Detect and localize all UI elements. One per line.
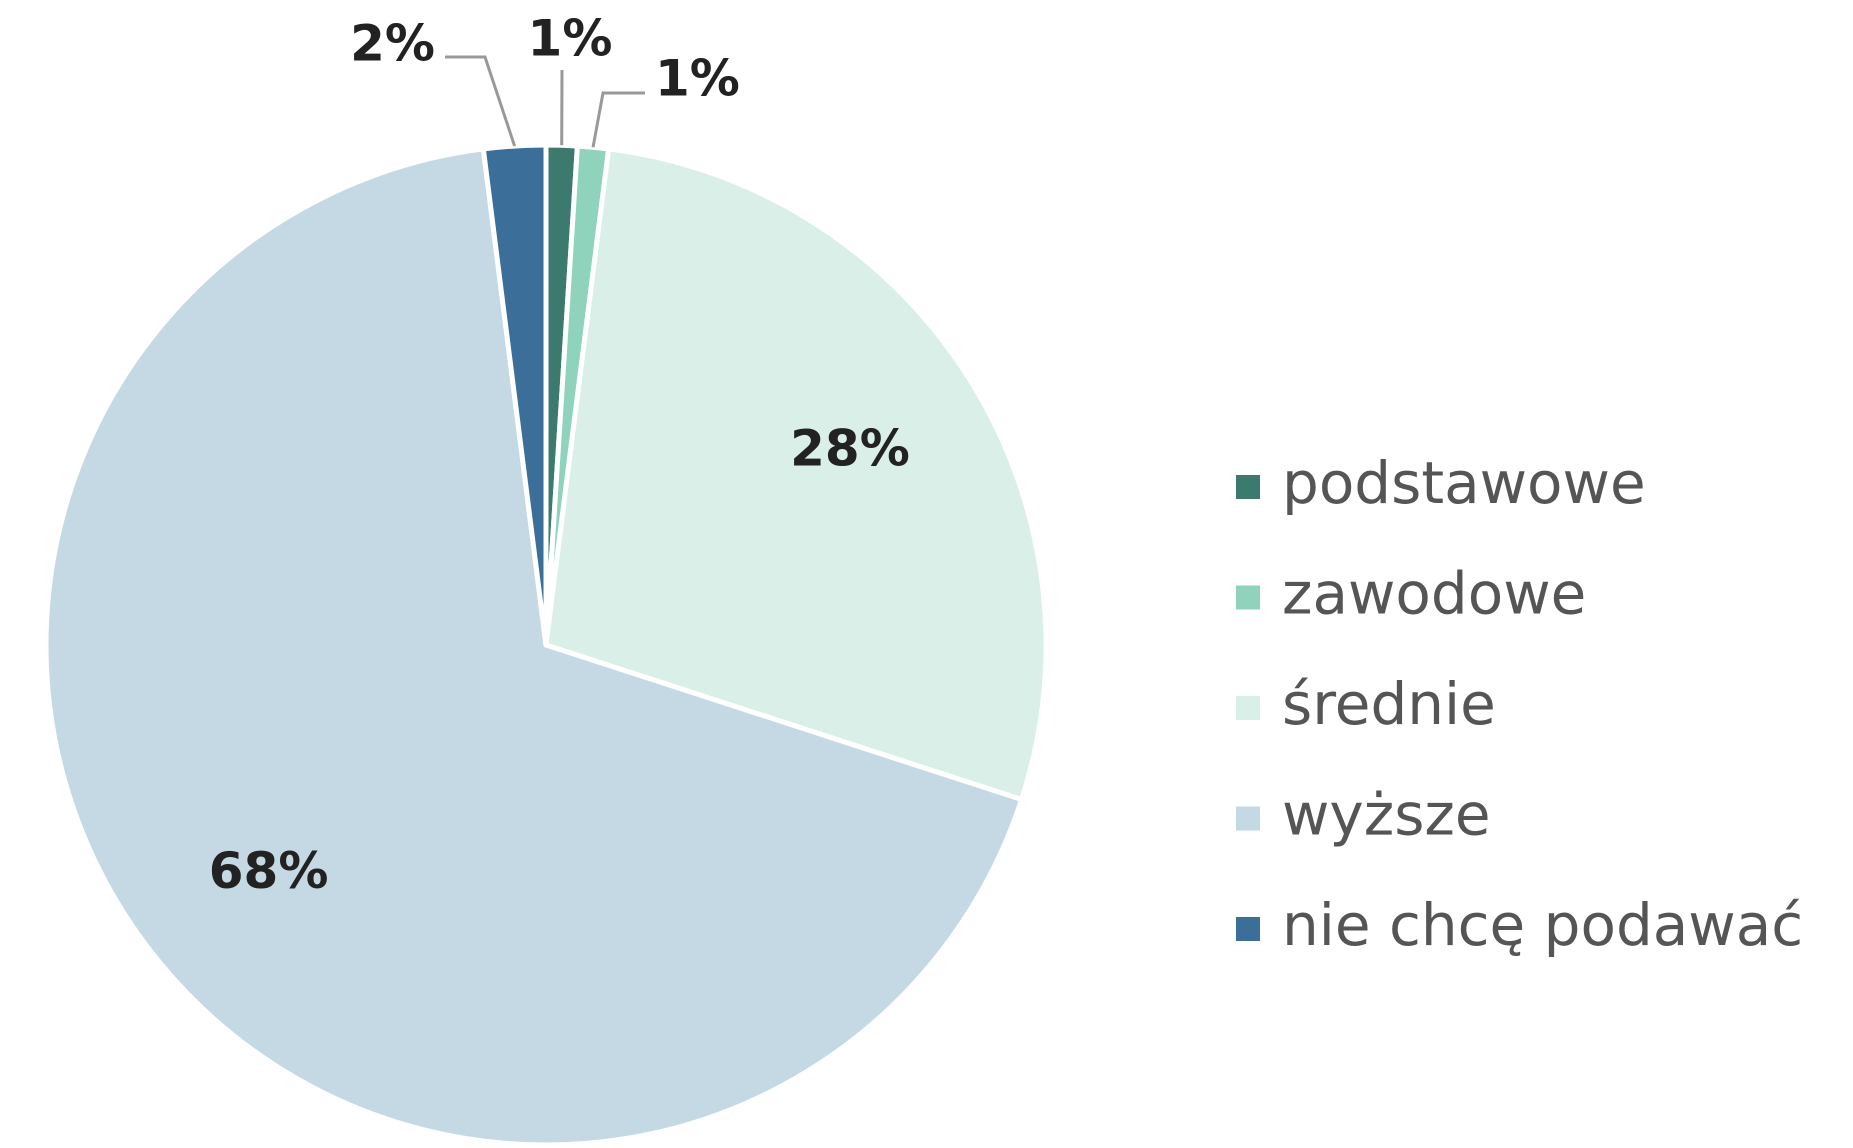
legend-swatch [1236,917,1260,941]
legend-swatch [1236,475,1260,499]
pie-slice [480,142,549,648]
leader-line [445,55,517,147]
legend-swatch [1236,806,1260,831]
legend-swatch [1236,585,1260,610]
data-label: 28% [790,420,910,478]
data-label: 68% [209,842,329,900]
legend-label: nie chcę podawać [1282,891,1803,959]
legend-swatch [1236,696,1260,720]
legend-label: średnie [1282,670,1496,738]
pie-slice [543,146,1049,803]
leader-line [591,91,645,148]
pie-slice [43,146,1025,1148]
data-label: 2% [350,15,435,73]
legend-label: wyższe [1282,781,1491,849]
legend-label: podstawowe [1282,449,1646,517]
data-label: 1% [528,10,613,68]
legend-label: zawodowe [1282,560,1586,628]
data-label: 1% [655,50,740,108]
